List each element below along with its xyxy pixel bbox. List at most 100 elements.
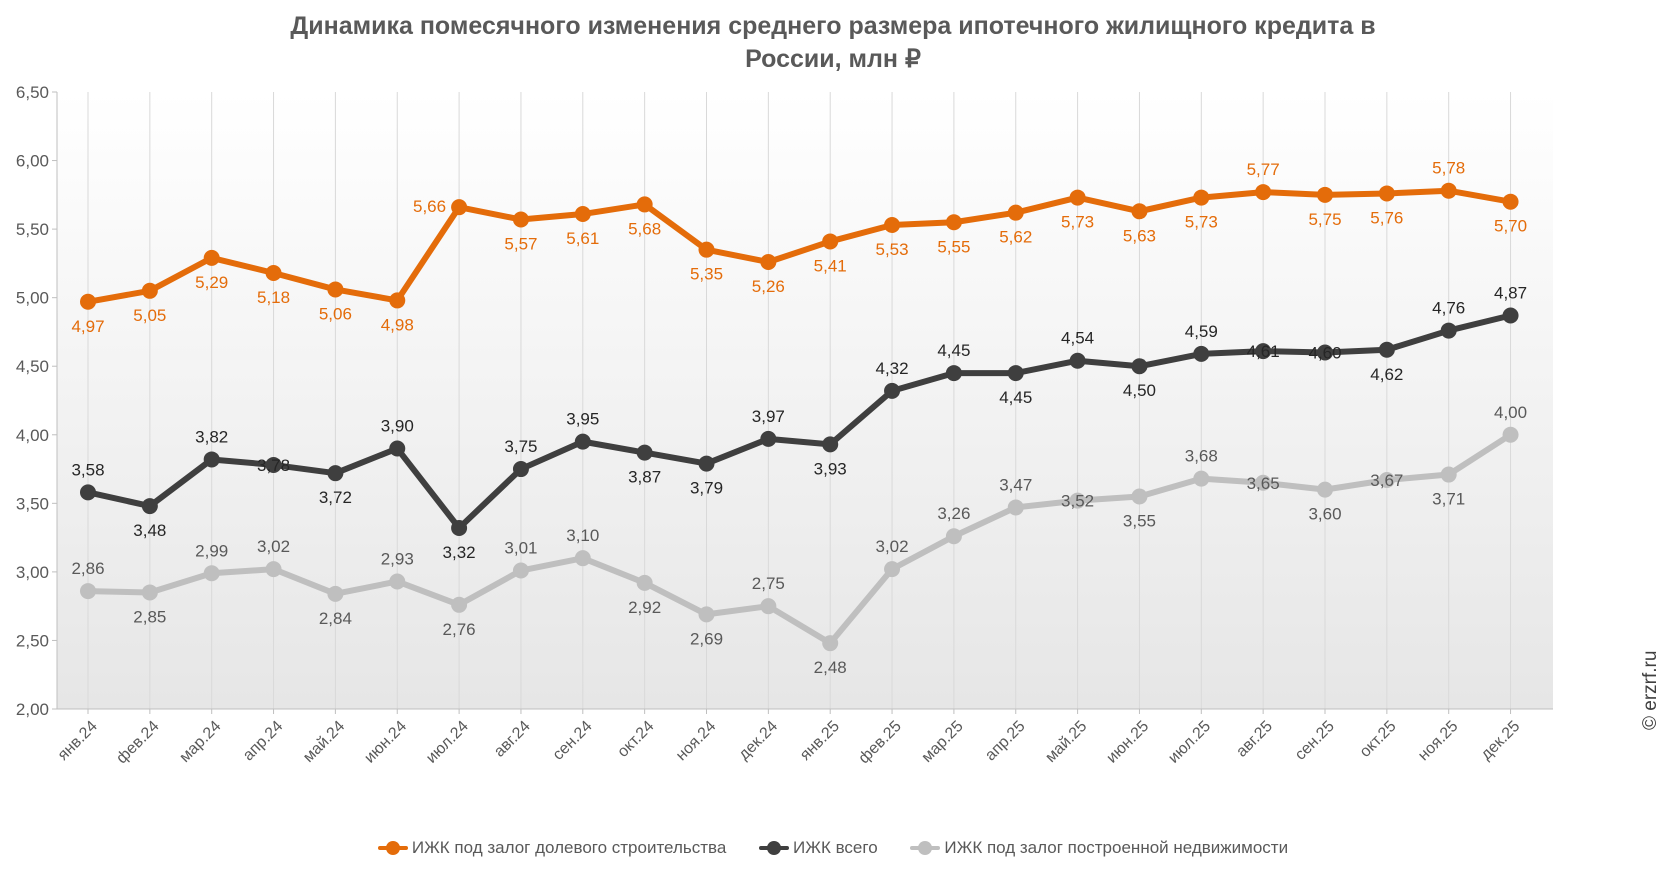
x-tick-label-15: мар.25	[919, 718, 967, 766]
series-built-point-8	[512, 562, 529, 579]
series-total-point-17	[1069, 352, 1086, 369]
series-construction-point-20	[1255, 184, 1272, 201]
series-total-label-7: 3,32	[443, 543, 476, 562]
series-built-label-13: 2,48	[814, 658, 847, 677]
series-built-point-11	[698, 606, 715, 623]
series-built-label-18: 3,55	[1123, 511, 1156, 530]
series-construction-label-3: 5,29	[195, 273, 228, 292]
series-total-label-8: 3,75	[504, 437, 537, 456]
series-construction-label-10: 5,68	[628, 219, 661, 238]
series-construction-label-2: 5,05	[133, 306, 166, 325]
series-construction-point-15	[945, 214, 962, 231]
series-construction-label-23: 5,78	[1432, 159, 1465, 178]
series-built-point-22	[1378, 472, 1395, 489]
x-tick-label-13: янв.25	[797, 718, 843, 764]
series-total-label-19: 4,59	[1185, 322, 1218, 341]
series-built-label-11: 2,69	[690, 629, 723, 648]
x-tick-label-3: мар.24	[176, 718, 224, 766]
x-tick-label-11: ноя.24	[673, 718, 719, 764]
series-construction-label-16: 5,62	[999, 228, 1032, 247]
x-tick-label-1: янв.24	[55, 718, 101, 764]
series-built-point-21	[1317, 481, 1333, 498]
series-built-point-3	[203, 565, 220, 582]
x-tick-label-2: фев.24	[113, 718, 162, 767]
series-built-point-18	[1131, 488, 1148, 505]
series-total-label-1: 3,58	[71, 460, 104, 479]
series-total-label-13: 3,93	[814, 459, 847, 478]
series-total-label-21: 4,60	[1308, 344, 1341, 363]
series-built-label-8: 3,01	[504, 539, 537, 558]
series-total-point-4	[265, 456, 282, 473]
series-construction-point-12	[760, 254, 777, 271]
series-construction-point-5	[327, 281, 344, 298]
series-built-point-24	[1502, 426, 1519, 443]
series-construction-line	[85, 187, 1514, 305]
series-built-label-23: 3,71	[1432, 490, 1465, 509]
y-tick-label-4: 3,50	[16, 494, 49, 513]
x-tick-label-21: сен.25	[1292, 718, 1338, 764]
series-built-label-5: 2,84	[319, 609, 352, 628]
x-tick-label-16: апр.25	[982, 718, 1029, 765]
series-total-point-7	[451, 520, 468, 537]
series-total-point-24	[1502, 307, 1519, 324]
series-total-point-13	[822, 436, 839, 453]
series-total-point-18	[1131, 358, 1148, 375]
series-construction-label-21: 5,75	[1308, 210, 1341, 229]
series-construction-label-24: 5,70	[1494, 217, 1527, 236]
series-total-point-19	[1193, 345, 1210, 362]
series-construction-label-9: 5,61	[566, 229, 599, 248]
x-tick-label-4: апр.24	[240, 718, 287, 765]
series-total-point-9	[574, 433, 591, 450]
series-built-point-13	[822, 635, 839, 652]
series-built-label-24: 4,00	[1494, 403, 1527, 422]
series-construction-label-19: 5,73	[1185, 213, 1218, 232]
series-built-label-10: 2,92	[628, 598, 661, 617]
x-tick-label-10: окт.24	[614, 718, 657, 761]
series-construction-point-11	[698, 241, 715, 258]
series-built-label-7: 2,76	[443, 620, 476, 639]
series-construction-label-17: 5,73	[1061, 213, 1094, 232]
x-tick-label-22: окт.25	[1357, 718, 1400, 761]
chart-legend: ИЖК под залог долевого строительства ИЖК…	[0, 838, 1666, 858]
series-construction-point-22	[1378, 185, 1395, 202]
x-tick-label-12: дек.24	[736, 718, 782, 764]
series-total-point-8	[512, 461, 529, 478]
x-tick-label-23: ноя.25	[1415, 718, 1461, 764]
series-built-point-14	[884, 561, 901, 578]
series-total-label-18: 4,50	[1123, 381, 1156, 400]
series-construction-point-13	[822, 233, 839, 250]
series-construction-point-3	[203, 249, 220, 266]
series-total-label-10: 3,87	[628, 468, 661, 487]
series-built-point-4	[265, 561, 282, 578]
x-tick-label-7: июл.24	[423, 718, 472, 767]
series-total-line	[85, 312, 1514, 532]
series-construction-point-8	[512, 211, 529, 228]
series-construction-label-18: 5,63	[1123, 226, 1156, 245]
series-total-label-20: 4,61	[1247, 342, 1280, 361]
series-built-point-16	[1007, 499, 1024, 516]
series-built-label-1: 2,86	[71, 559, 104, 578]
series-total-point-23	[1440, 322, 1457, 339]
series-total-point-3	[203, 451, 220, 468]
series-construction-point-4	[265, 264, 282, 281]
x-tick-label-19: июл.25	[1165, 718, 1214, 767]
series-construction-point-24	[1502, 193, 1519, 210]
legend-item-2: ИЖК всего	[759, 838, 878, 858]
series-built-label-2: 2,85	[133, 607, 166, 626]
series-construction-point-1	[80, 293, 96, 310]
series-total-label-16: 4,45	[999, 388, 1032, 407]
series-built-point-1	[80, 583, 96, 600]
series-construction-label-13: 5,41	[814, 256, 847, 275]
series-construction-label-5: 5,06	[319, 304, 352, 323]
series-total-point-21	[1317, 344, 1333, 361]
series-construction-label-11: 5,35	[690, 265, 723, 284]
series-total-point-2	[141, 498, 158, 515]
x-tick-label-24: дек.25	[1478, 718, 1524, 764]
series-total-label-9: 3,95	[566, 410, 599, 429]
series-built-point-15	[945, 528, 962, 545]
legend-item-1: ИЖК под залог долевого строительства	[377, 838, 726, 858]
series-construction-label-7: 5,66	[413, 197, 446, 216]
series-built-point-2	[141, 584, 158, 601]
x-tick-label-18: июн.25	[1103, 718, 1152, 767]
